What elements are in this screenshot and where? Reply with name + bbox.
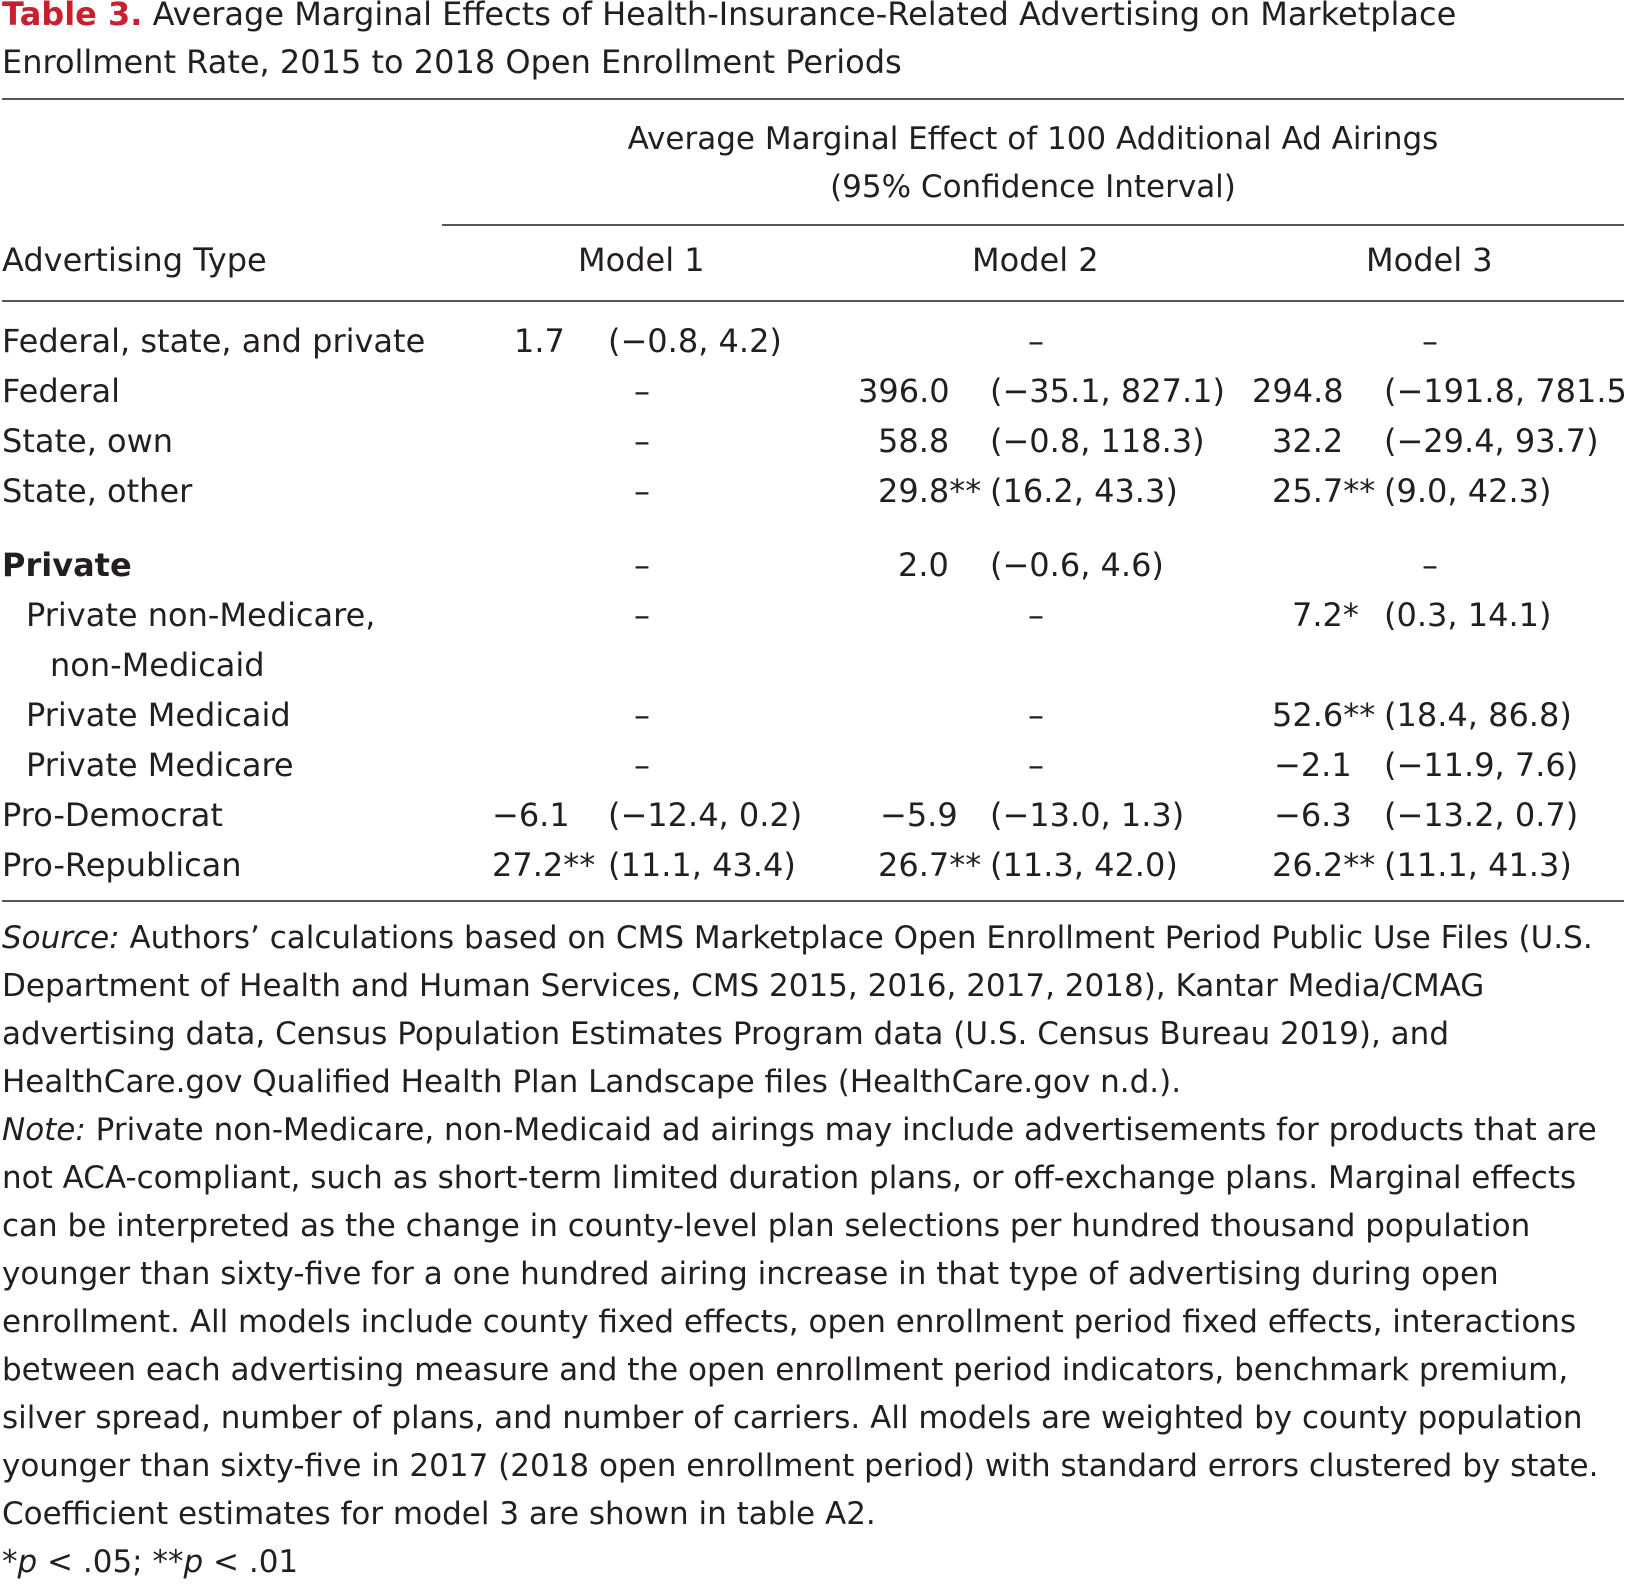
m1-dash: –	[634, 696, 650, 734]
table-row: Pro-Democrat −6.1 (−12.4, 0.2) −5.9 (−13…	[2, 790, 1624, 840]
table-row: Private – 2.0 (−0.6, 4.6) –	[2, 540, 1624, 590]
table-row: State, own – 58.8 (−0.8, 118.3) 32.2 (−2…	[2, 416, 1624, 466]
table-row: Private Medicaid – – 52.6** (18.4, 86.8)	[2, 690, 1624, 740]
row-label: Pro-Democrat	[2, 796, 223, 834]
row-label: Private Medicare	[26, 746, 294, 784]
row-label: Pro-Republican	[2, 846, 242, 884]
note-label: Note:	[2, 1112, 86, 1148]
m2-estimate: 2.0	[898, 546, 949, 584]
m3-ci: (9.0, 42.3)	[1384, 472, 1552, 510]
spanner-rule	[442, 224, 1624, 226]
top-rule	[2, 98, 1624, 100]
general-note: Note: Private non-Medicare, non-Medicaid…	[2, 1106, 1622, 1538]
sig-1-val: < .05;	[37, 1544, 153, 1580]
header-rule	[2, 300, 1624, 302]
table-row: State, other – 29.8** (16.2, 43.3) 25.7*…	[2, 466, 1624, 516]
m2-dash: –	[1028, 696, 1044, 734]
m1-estimate: 27.2**	[492, 846, 596, 884]
spanner-line-2: (95% Confidence Interval)	[830, 169, 1236, 205]
m2-ci: (16.2, 43.3)	[990, 472, 1178, 510]
m2-dash: –	[1028, 746, 1044, 784]
m1-dash: –	[634, 746, 650, 784]
m3-dash: –	[1422, 546, 1438, 584]
m1-dash: –	[634, 546, 650, 584]
m1-dash: –	[634, 472, 650, 510]
m3-ci: (−29.4, 93.7)	[1384, 422, 1599, 460]
model-1-header: Model 1	[578, 241, 705, 279]
m1-ci: (−0.8, 4.2)	[608, 322, 782, 360]
table-row: Pro-Republican 27.2** (11.1, 43.4) 26.7*…	[2, 840, 1624, 890]
table-number: Table 3.	[2, 0, 143, 33]
m2-estimate: 58.8	[878, 422, 950, 460]
source-text: Authors’ calculations based on CMS Marke…	[2, 920, 1593, 1100]
m3-dash: –	[1422, 322, 1438, 360]
sig-2-val: < .01	[203, 1544, 299, 1580]
row-label: State, other	[2, 472, 193, 510]
m3-ci: (0.3, 14.1)	[1384, 596, 1552, 634]
m3-estimate: 26.2**	[1272, 846, 1376, 884]
m1-ci: (−12.4, 0.2)	[608, 796, 803, 834]
m3-estimate: 7.2*	[1292, 596, 1359, 634]
table-notes: Source: Authors’ calculations based on C…	[2, 914, 1622, 1586]
table-caption: Table 3. Average Marginal Effects of Hea…	[2, 0, 1624, 86]
table-row: Federal, state, and private 1.7 (−0.8, 4…	[2, 316, 1624, 366]
m2-ci: (11.3, 42.0)	[990, 846, 1178, 884]
m2-ci: (−0.8, 118.3)	[990, 422, 1205, 460]
sig-1-p: p	[17, 1544, 38, 1580]
m3-ci: (−13.2, 0.7)	[1384, 796, 1579, 834]
m2-dash: –	[1028, 322, 1044, 360]
m3-estimate: 25.7**	[1272, 472, 1376, 510]
table-title: Average Marginal Effects of Health-Insur…	[2, 0, 1457, 81]
m1-dash: –	[634, 422, 650, 460]
bottom-rule	[2, 900, 1624, 902]
m2-estimate: −5.9	[880, 796, 958, 834]
m3-estimate: 32.2	[1272, 422, 1344, 460]
row-label: Private	[2, 546, 132, 584]
row-label: State, own	[2, 422, 174, 460]
m2-estimate: 26.7**	[878, 846, 982, 884]
sig-2-p: p	[183, 1544, 204, 1580]
table-row: Private Medicare – – −2.1 (−11.9, 7.6)	[2, 740, 1624, 790]
table-row-continuation: non-Medicaid	[2, 640, 1624, 690]
spanner-line-1: Average Marginal Effect of 100 Additiona…	[627, 121, 1439, 157]
m3-ci: (−191.8, 781.5)	[1384, 372, 1626, 410]
model-2-header: Model 2	[972, 241, 1099, 279]
m1-estimate: −6.1	[492, 796, 570, 834]
m2-estimate: 29.8**	[878, 472, 982, 510]
source-note: Source: Authors’ calculations based on C…	[2, 914, 1622, 1106]
m1-estimate: 1.7	[514, 322, 565, 360]
m3-estimate: 294.8	[1252, 372, 1344, 410]
row-label-line-2: non-Medicaid	[50, 646, 265, 684]
m2-ci: (−13.0, 1.3)	[990, 796, 1185, 834]
m2-ci: (−0.6, 4.6)	[990, 546, 1164, 584]
m2-estimate: 396.0	[858, 372, 950, 410]
m1-ci: (11.1, 43.4)	[608, 846, 796, 884]
row-label: Federal	[2, 372, 120, 410]
m3-estimate: −2.1	[1274, 746, 1352, 784]
table-row: Private non-Medicare, – – 7.2* (0.3, 14.…	[2, 590, 1624, 640]
m3-ci: (11.1, 41.3)	[1384, 846, 1572, 884]
source-label: Source:	[2, 920, 120, 956]
m3-ci: (−11.9, 7.6)	[1384, 746, 1579, 784]
sig-1-mark: *	[2, 1544, 18, 1580]
table-row: Federal – 396.0 (−35.1, 827.1) 294.8 (−1…	[2, 366, 1626, 416]
stub-header: Advertising Type	[2, 241, 267, 279]
model-3-header: Model 3	[1366, 241, 1493, 279]
row-label: Private Medicaid	[26, 696, 291, 734]
m1-dash: –	[634, 372, 650, 410]
m2-dash: –	[1028, 596, 1044, 634]
m3-ci: (18.4, 86.8)	[1384, 696, 1572, 734]
row-label: Federal, state, and private	[2, 322, 426, 360]
sig-2-mark: **	[152, 1544, 184, 1580]
significance-note: *p < .05; **p < .01	[2, 1538, 1622, 1586]
note-text: Private non-Medicare, non-Medicaid ad ai…	[2, 1112, 1599, 1532]
m3-estimate: 52.6**	[1272, 696, 1376, 734]
m1-dash: –	[634, 596, 650, 634]
m3-estimate: −6.3	[1274, 796, 1352, 834]
row-label: Private non-Medicare,	[26, 596, 376, 634]
m2-ci: (−35.1, 827.1)	[990, 372, 1225, 410]
